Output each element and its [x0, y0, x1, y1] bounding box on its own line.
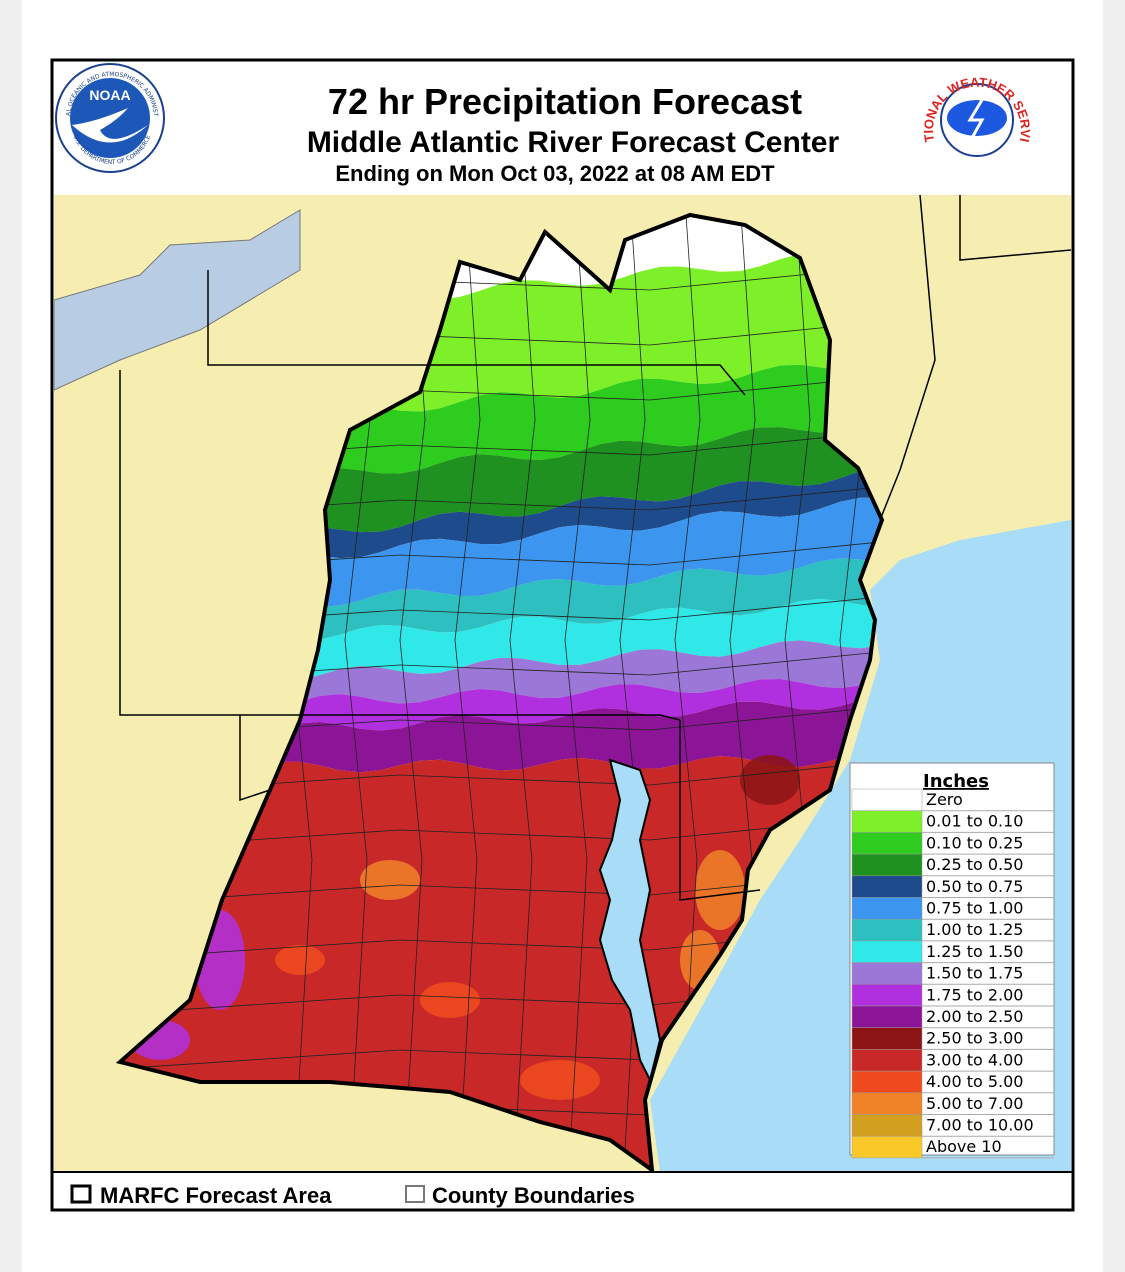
legend-swatch: [851, 984, 923, 1007]
side-margin: [0, 0, 22, 1272]
legend-label: 2.00 to 2.50: [926, 1007, 1023, 1026]
title: 72 hr Precipitation Forecast: [328, 81, 802, 122]
legend-label: 0.75 to 1.00: [926, 899, 1023, 918]
legend-title: Inches: [923, 771, 989, 792]
county-line: [564, 215, 591, 1151]
county-line: [454, 215, 481, 1151]
logo-bolt: [966, 94, 987, 146]
forecast-area-label: MARFC Forecast Area: [100, 1183, 332, 1208]
legend-label: 0.01 to 0.10: [926, 812, 1023, 831]
noaa-logo: NOAA NATIONAL OCEANIC AND ATMOSPHERIC AD…: [0, 0, 165, 173]
precip-patch: [420, 982, 480, 1018]
precip-patch: [520, 1060, 600, 1100]
logo-bird: [72, 108, 148, 143]
county-key: [405, 1185, 425, 1203]
precip-patch: [695, 850, 745, 930]
legend-swatch: [851, 918, 923, 942]
state-lines: [119, 195, 1071, 901]
state-line: [959, 195, 1071, 261]
footer: MARFC Forecast Area County Boundaries: [70, 1183, 635, 1208]
state-line: [679, 720, 761, 901]
legend-label: Zero: [926, 790, 963, 809]
logo-cloud: [947, 100, 1007, 136]
lake-erie: [54, 209, 301, 391]
legend: Inches Zero 0.01 to 0.10 0.10 to 0.25 0.25 …: [849, 762, 1055, 1159]
legend-swatch: [851, 1070, 923, 1094]
legend-label: Above 10: [926, 1137, 1002, 1156]
legend-swatch: [851, 1005, 923, 1028]
county-line: [509, 215, 536, 1151]
legend-swatch: [851, 853, 923, 877]
precip-patch: [740, 755, 800, 805]
county-line: [674, 215, 701, 1151]
forecast-area-key: [70, 1184, 92, 1204]
state-line: [207, 270, 746, 396]
chesapeake-bay: [598, 758, 662, 1083]
legend-swatch: [851, 1027, 923, 1050]
legend-label: 1.00 to 1.25: [926, 920, 1023, 939]
precip-patch: [360, 860, 420, 900]
legend-label: 1.75 to 2.00: [926, 985, 1023, 1004]
legend-swatch: [851, 810, 923, 833]
legend-label: 5.00 to 7.00: [926, 1094, 1023, 1113]
side-margin: [1103, 0, 1125, 1272]
legend-label: 0.25 to 0.50: [926, 855, 1023, 874]
legend-label: 0.10 to 0.25: [926, 833, 1023, 852]
legend-swatch: [851, 1049, 923, 1072]
state-line: [879, 195, 936, 521]
legend-swatch: [851, 1135, 923, 1159]
legend-label: 3.00 to 4.00: [926, 1050, 1023, 1069]
legend-swatch: [851, 1092, 923, 1115]
precip-patch: [275, 945, 325, 975]
legend-swatch: [851, 832, 923, 855]
legend-label: 4.00 to 5.00: [926, 1072, 1023, 1091]
state-line: [119, 370, 681, 721]
legend-swatch: [851, 962, 923, 985]
legend-swatch: [851, 897, 923, 920]
state-line: [239, 715, 271, 802]
legend-swatch: [851, 1114, 923, 1137]
legend-label: 0.50 to 0.75: [926, 877, 1023, 896]
logo-label: NOAA: [89, 87, 130, 103]
legend-swatch: [851, 788, 923, 811]
header: 72 hr Precipitation Forecast Middle Atla…: [307, 81, 840, 186]
legend-label: 1.50 to 1.75: [926, 964, 1023, 983]
legend-swatch: [851, 875, 923, 898]
legend-swatch: [851, 940, 923, 963]
legend-label: 1.25 to 1.50: [926, 942, 1023, 961]
legend-label: 7.00 to 10.00: [926, 1116, 1034, 1135]
subtitle: Middle Atlantic River Forecast Center: [307, 126, 840, 159]
valid-time: Ending on Mon Oct 03, 2022 at 08 AM EDT: [335, 161, 775, 186]
precip-band: [120, 465, 882, 586]
legend-label: 2.50 to 3.00: [926, 1029, 1023, 1048]
county-label: County Boundaries: [432, 1183, 635, 1208]
